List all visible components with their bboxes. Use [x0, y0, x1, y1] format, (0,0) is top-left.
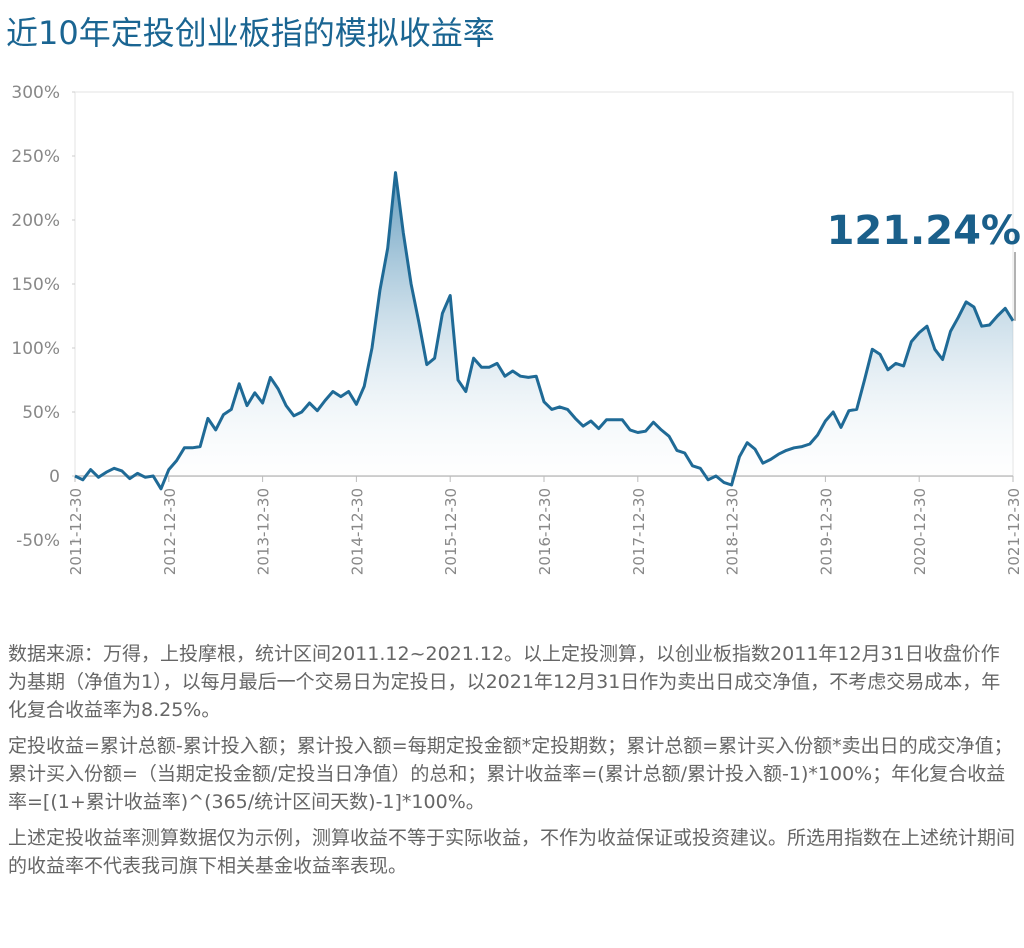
y-tick-label: 50% [22, 403, 60, 423]
y-tick-label: 150% [11, 275, 60, 295]
x-tick-label: 2015-12-30 [442, 488, 460, 575]
notes: 数据来源：万得，上投摩根，统计区间2011.12~2021.12。以上定投测算，… [8, 640, 1018, 888]
chart: 近10年定投创业板指的模拟收益率 -50% 0 50% 100% 150% 200% 250… [6, 14, 1023, 575]
x-tick-label: 2014-12-30 [348, 488, 366, 575]
y-tick-label: 200% [11, 211, 60, 231]
x-tick-label: 2020-12-30 [911, 488, 929, 575]
x-tick-label: 2021-12-30 [1005, 488, 1023, 575]
note: 数据来源：万得，上投摩根，统计区间2011.12~2021.12。以上定投测算，… [8, 643, 1001, 721]
y-tick-label: 300% [11, 83, 60, 103]
y-tick-label: 0 [49, 467, 60, 487]
x-tick-label: 2019-12-30 [817, 488, 835, 575]
value-label: 121.24% [827, 208, 1021, 254]
x-tick-label: 2013-12-30 [255, 488, 273, 575]
chart-title: 近10年定投创业板指的模拟收益率 [6, 14, 495, 52]
x-tick-label: 2012-12-30 [161, 488, 179, 575]
y-tick-label: 250% [11, 147, 60, 167]
x-tick-label: 2016-12-30 [536, 488, 554, 575]
y-tick-label: -50% [16, 531, 60, 551]
y-tick-label: 100% [11, 339, 60, 359]
area [75, 172, 1013, 489]
x-tick-label: 2018-12-30 [724, 488, 742, 575]
x-tick-label: 2011-12-30 [67, 488, 85, 575]
line [74, 171, 1015, 491]
note: 定投收益=累计总额-累计投入额；累计投入额=每期定投金额*定投期数；累计总额=累… [8, 735, 1013, 813]
x-tick-label: 2017-12-30 [630, 488, 648, 575]
note: 上述定投收益率测算数据仅为示例，测算收益不等于实际收益，不作为收益保证或投资建议… [8, 827, 1016, 877]
